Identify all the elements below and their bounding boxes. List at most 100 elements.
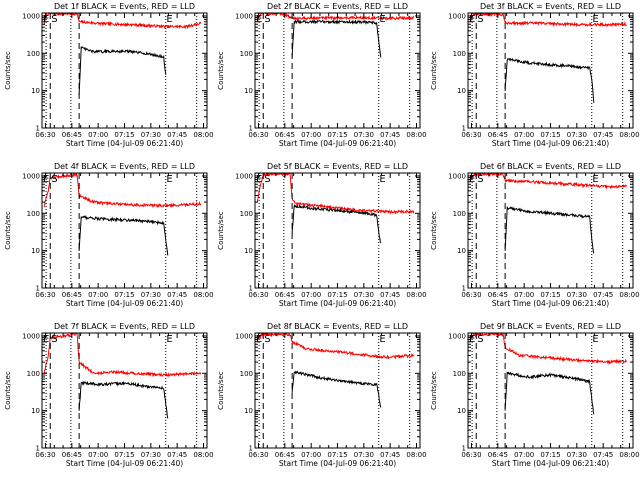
y-tick-label: 1000: [448, 12, 466, 20]
y-tick-label: 100: [453, 370, 466, 378]
x-tick-label: 07:30: [567, 451, 587, 459]
x-tick-label: 07:00: [301, 291, 321, 299]
y-tick-label: 1: [462, 125, 466, 133]
eclipse-label: E: [469, 14, 475, 25]
x-tick-label: 08:00: [193, 291, 213, 299]
events-series-line: [504, 371, 595, 415]
x-tick-label: 07:45: [167, 131, 187, 139]
y-tick-label: 10: [244, 407, 253, 415]
y-axis-label: Counts/sec: [4, 371, 12, 410]
x-tick-label: 06:45: [275, 291, 295, 299]
x-tick-label: 06:30: [248, 131, 268, 139]
saa-label: S: [51, 334, 57, 345]
eclipse-label: E: [256, 14, 262, 25]
x-tick-label: 07:45: [380, 131, 400, 139]
x-axis-label: Start Time (04-Jul-09 06:21:40): [492, 139, 609, 148]
y-tick-label: 10: [31, 247, 40, 255]
x-tick-label: 07:15: [114, 451, 134, 459]
plot-frame: [41, 172, 208, 289]
eclipse-label: E: [43, 174, 49, 185]
x-tick-label: 07:00: [301, 131, 321, 139]
panel-title: Det 8f BLACK = Events, RED = LLD: [267, 322, 408, 331]
y-axis-label: Counts/sec: [4, 51, 12, 90]
y-axis-label: Counts/sec: [217, 51, 225, 90]
x-tick-label: 07:45: [167, 451, 187, 459]
panel-title: Det 4f BLACK = Events, RED = LLD: [54, 162, 195, 171]
x-tick-label: 07:00: [301, 451, 321, 459]
eclipse-label: E: [469, 334, 475, 345]
y-tick-label: 1000: [22, 172, 40, 180]
x-axis-label: Start Time (04-Jul-09 06:21:40): [279, 299, 396, 308]
x-axis-label: Start Time (04-Jul-09 06:21:40): [279, 459, 396, 468]
events-series-line: [291, 370, 382, 408]
x-tick-label: 06:30: [461, 451, 481, 459]
x-tick-label: 08:00: [619, 291, 639, 299]
x-tick-label: 07:00: [514, 451, 534, 459]
events-series-line: [291, 19, 382, 58]
lld-series-line: [256, 13, 415, 22]
y-tick-label: 1: [249, 285, 253, 293]
y-tick-label: 10: [31, 87, 40, 95]
x-tick-label: 07:30: [141, 451, 161, 459]
panel-title: Det 1f BLACK = Events, RED = LLD: [54, 2, 195, 11]
y-tick-label: 100: [240, 50, 253, 58]
y-tick-label: 1000: [22, 332, 40, 340]
panel-title: Det 9f BLACK = Events, RED = LLD: [480, 322, 621, 331]
x-tick-label: 07:30: [354, 131, 374, 139]
y-tick-label: 1: [36, 285, 40, 293]
y-tick-label: 1000: [235, 12, 253, 20]
x-tick-label: 07:15: [114, 131, 134, 139]
plot-frame: [254, 172, 421, 289]
x-tick-label: 06:45: [488, 131, 508, 139]
lld-series-line: [43, 13, 202, 30]
eclipse-label: E: [166, 334, 172, 345]
y-axis-label: Counts/sec: [430, 211, 438, 250]
x-tick-label: 07:15: [540, 131, 560, 139]
x-tick-label: 06:30: [35, 451, 55, 459]
y-tick-label: 10: [457, 247, 466, 255]
y-tick-label: 100: [453, 50, 466, 58]
x-tick-label: 07:00: [514, 131, 534, 139]
x-tick-label: 06:45: [62, 451, 82, 459]
y-tick-label: 1: [36, 125, 40, 133]
eclipse-label: E: [379, 174, 385, 185]
eclipse-label: E: [43, 14, 49, 25]
y-tick-label: 1000: [22, 12, 40, 20]
panel-title: Det 6f BLACK = Events, RED = LLD: [480, 162, 621, 171]
x-tick-label: 06:30: [35, 131, 55, 139]
x-tick-label: 08:00: [406, 451, 426, 459]
events-series-line: [78, 214, 169, 256]
y-tick-label: 1: [249, 445, 253, 453]
lld-series-line: [256, 173, 415, 215]
y-tick-label: 100: [240, 210, 253, 218]
events-series-line: [78, 380, 169, 419]
eclipse-label: E: [592, 174, 598, 185]
x-tick-label: 06:45: [488, 291, 508, 299]
plot-frame: [467, 332, 634, 449]
x-tick-label: 06:30: [248, 291, 268, 299]
x-tick-label: 07:15: [327, 451, 347, 459]
lld-series-line: [256, 333, 415, 360]
x-tick-label: 07:30: [141, 291, 161, 299]
eclipse-label: E: [379, 14, 385, 25]
saa-label: S: [51, 174, 57, 185]
y-tick-label: 10: [457, 87, 466, 95]
x-axis-label: Start Time (04-Jul-09 06:21:40): [492, 299, 609, 308]
eclipse-label: E: [43, 334, 49, 345]
y-tick-label: 100: [240, 370, 253, 378]
eclipse-label: E: [592, 14, 598, 25]
y-tick-label: 100: [453, 210, 466, 218]
y-tick-label: 1: [462, 285, 466, 293]
saa-label: S: [264, 334, 270, 345]
events-series-line: [291, 204, 382, 244]
plot-frame: [467, 172, 634, 289]
y-tick-label: 10: [244, 87, 253, 95]
